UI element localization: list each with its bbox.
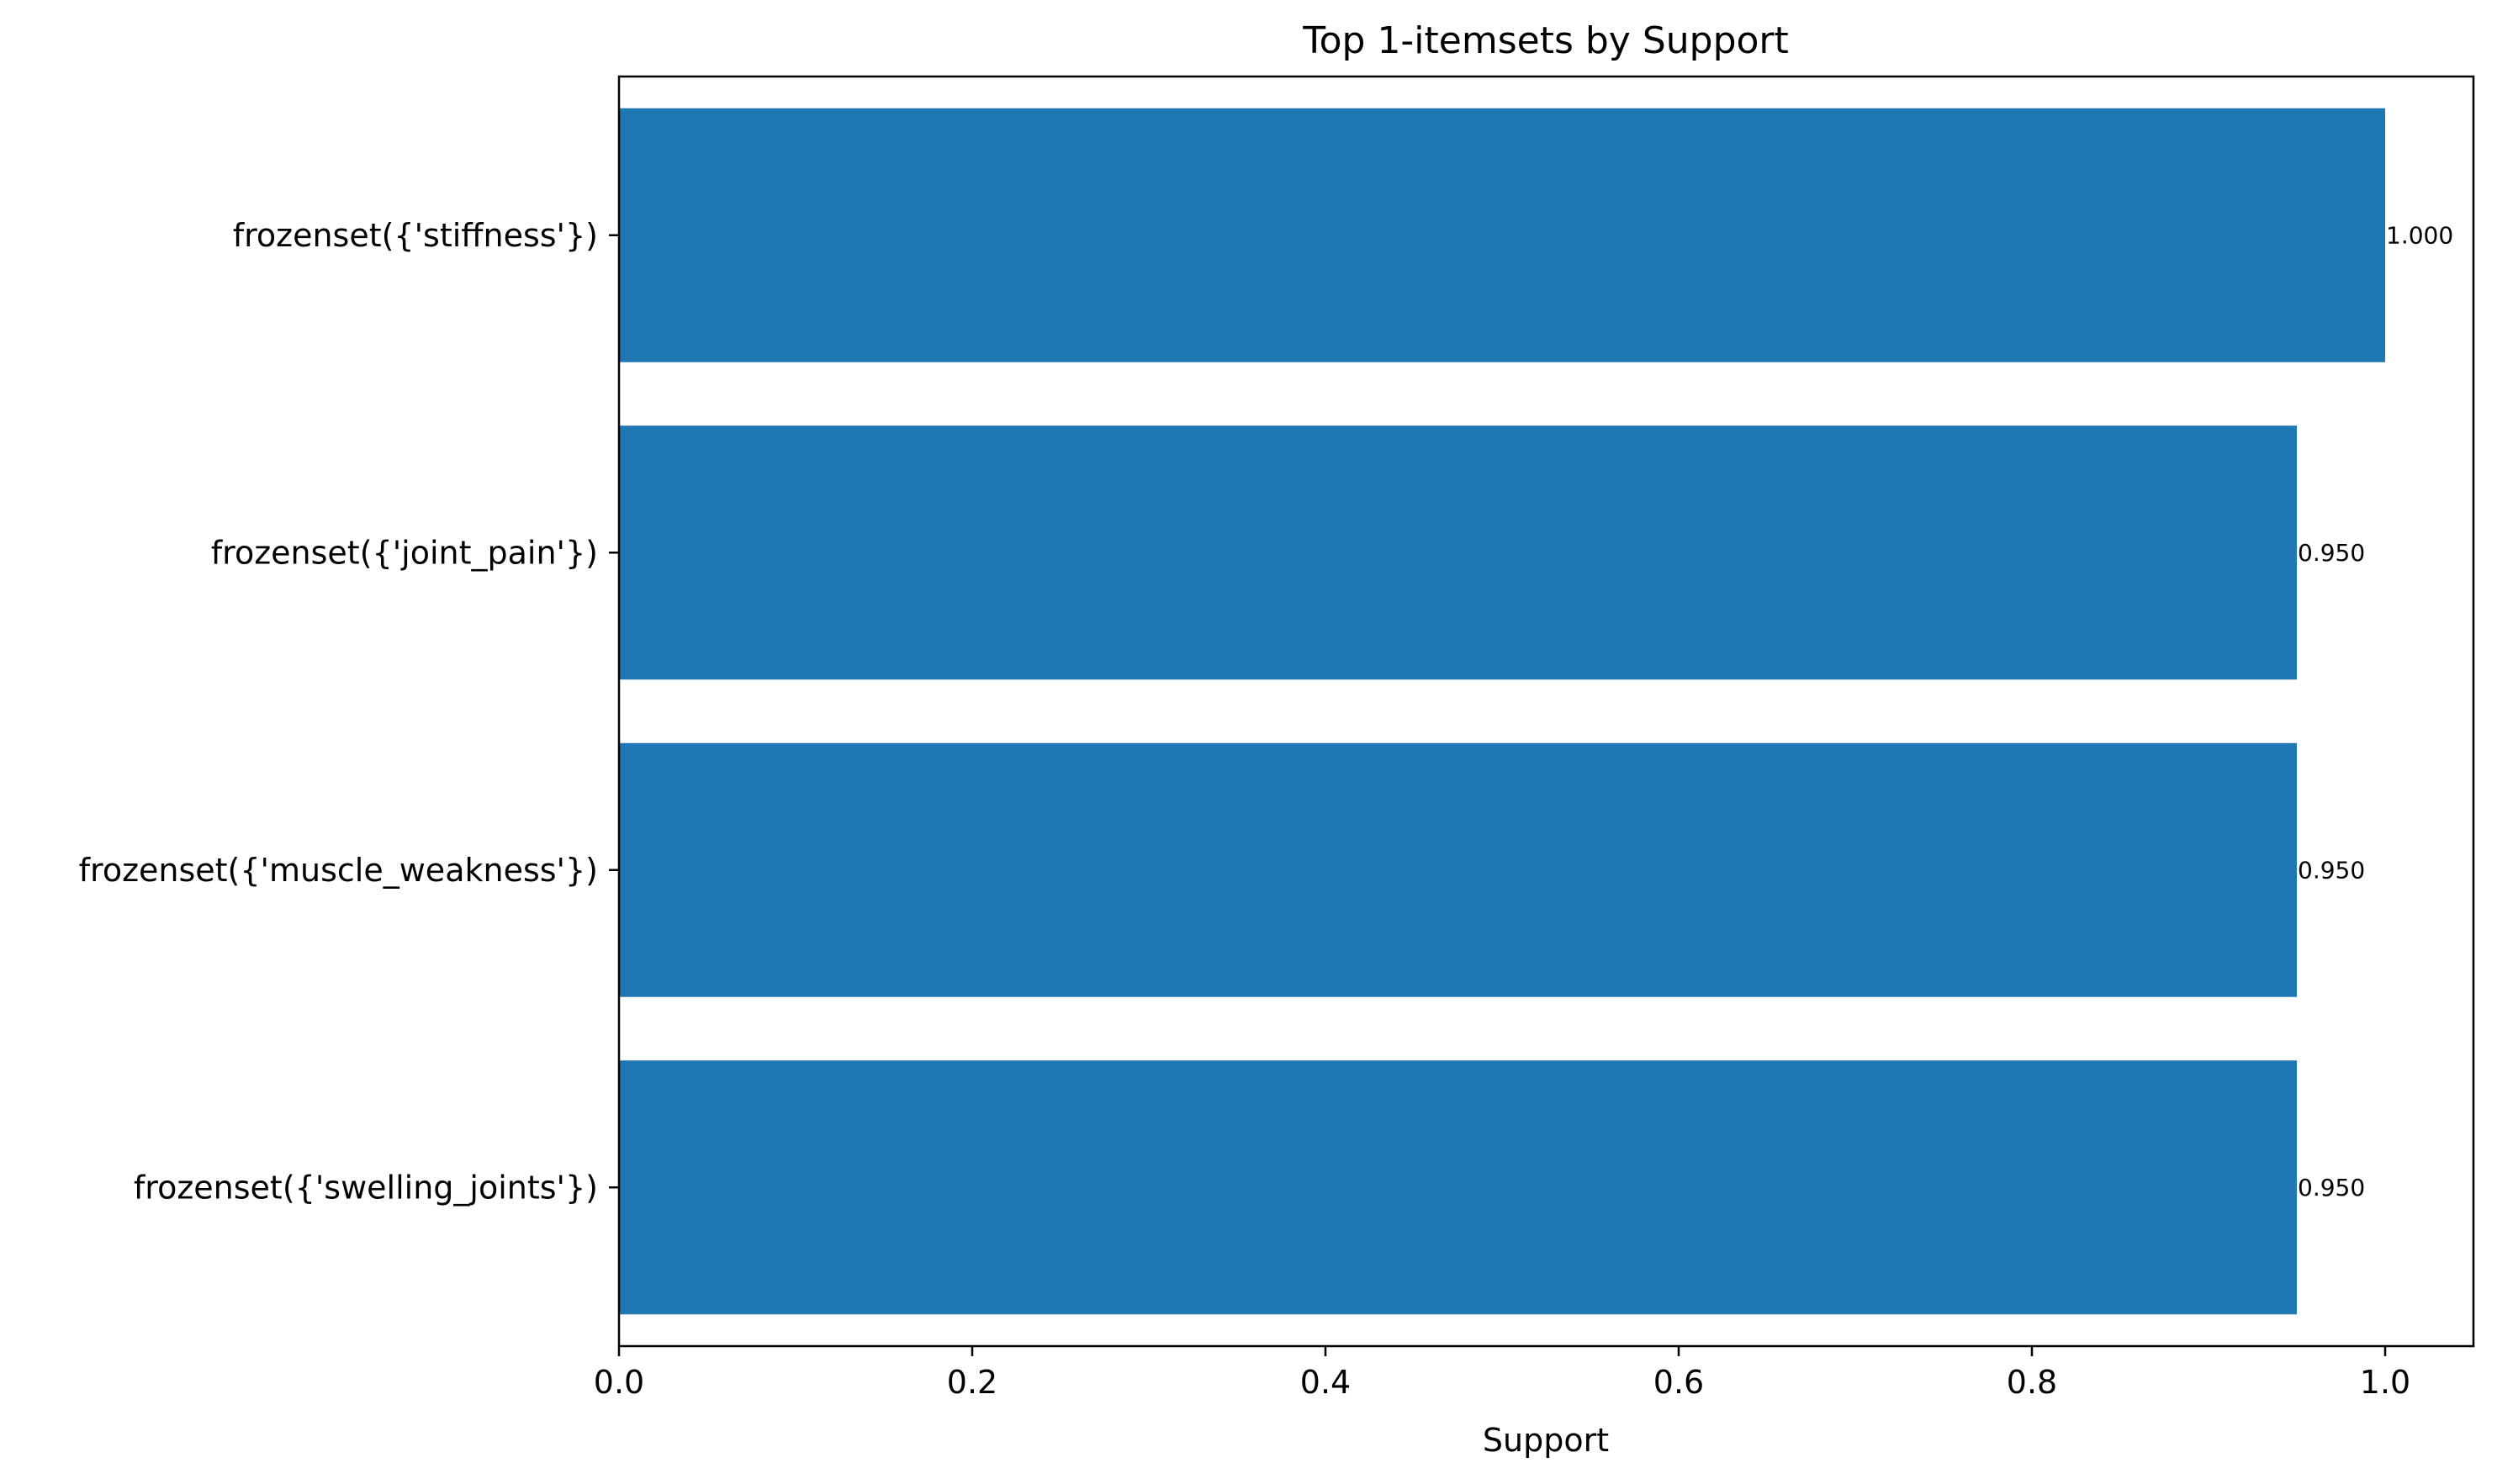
y-axis: frozenset({'stiffness'}) frozenset({'join… — [79, 217, 619, 1206]
bar — [619, 108, 2385, 362]
x-tick-label: 0.2 — [947, 1364, 997, 1401]
plot-frame — [617, 75, 2475, 1348]
chart-title: Top 1-itemsets by Support — [1302, 19, 1789, 62]
x-tick-label: 0.6 — [1653, 1364, 1704, 1401]
y-tick-label: frozenset({'stiffness'}) — [233, 217, 598, 254]
value-labels-group: 1.000 0.950 0.950 0.950 — [2298, 221, 2453, 1201]
bar-value-label: 0.950 — [2298, 539, 2365, 567]
bar-value-label: 0.950 — [2298, 1174, 2365, 1201]
y-tick-label: frozenset({'joint_pain'}) — [211, 534, 598, 571]
bar-value-label: 0.950 — [2298, 856, 2365, 884]
y-tick-label: frozenset({'muscle_weakness'}) — [79, 852, 598, 889]
x-tick-label: 1.0 — [2360, 1364, 2410, 1401]
bar — [619, 1060, 2297, 1315]
x-tick-label: 0.8 — [2007, 1364, 2057, 1401]
y-tick-label: frozenset({'swelling_joints'}) — [134, 1169, 598, 1206]
bar-value-label: 1.000 — [2386, 221, 2453, 249]
bar — [619, 742, 2297, 997]
bars-group — [619, 108, 2385, 1315]
bar — [619, 425, 2297, 680]
x-tick-label: 0.0 — [594, 1364, 644, 1401]
x-axis: 0.0 0.2 0.4 0.6 0.8 1.0 — [594, 1346, 2410, 1401]
x-axis-label: Support — [1483, 1422, 1609, 1459]
x-tick-label: 0.4 — [1300, 1364, 1351, 1401]
